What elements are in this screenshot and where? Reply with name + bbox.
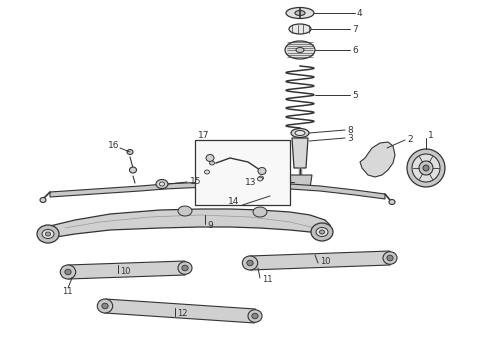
Ellipse shape [204, 170, 210, 174]
Text: 15: 15 [190, 176, 201, 185]
Ellipse shape [258, 167, 266, 175]
Polygon shape [68, 261, 185, 279]
Ellipse shape [412, 154, 440, 182]
Text: 11: 11 [62, 287, 73, 296]
Ellipse shape [253, 207, 267, 217]
Polygon shape [360, 142, 395, 177]
Bar [195, 140, 290, 205]
Ellipse shape [46, 232, 50, 236]
Text: 13: 13 [245, 177, 256, 186]
Text: 5: 5 [352, 90, 358, 99]
Text: 16: 16 [108, 140, 120, 149]
Ellipse shape [258, 177, 263, 181]
Text: 10: 10 [320, 256, 330, 266]
Text: 17: 17 [198, 131, 210, 140]
Polygon shape [40, 209, 330, 240]
Ellipse shape [291, 129, 309, 138]
Ellipse shape [98, 299, 113, 313]
Ellipse shape [60, 265, 75, 279]
Ellipse shape [160, 182, 165, 186]
Polygon shape [104, 299, 255, 323]
Text: 9: 9 [207, 220, 213, 230]
Ellipse shape [156, 180, 168, 189]
Ellipse shape [129, 167, 137, 173]
Ellipse shape [319, 230, 324, 234]
Ellipse shape [40, 198, 46, 202]
Ellipse shape [248, 310, 262, 322]
Ellipse shape [252, 313, 258, 319]
Ellipse shape [242, 256, 258, 270]
Ellipse shape [178, 262, 192, 274]
Ellipse shape [389, 199, 395, 204]
Polygon shape [288, 175, 312, 188]
Text: 14: 14 [228, 197, 240, 206]
Ellipse shape [127, 149, 133, 154]
Text: 11: 11 [262, 275, 272, 284]
Polygon shape [250, 251, 390, 270]
Polygon shape [50, 182, 385, 199]
Ellipse shape [285, 41, 315, 59]
Ellipse shape [286, 8, 314, 18]
Ellipse shape [419, 161, 433, 175]
Ellipse shape [259, 176, 264, 180]
Ellipse shape [210, 161, 215, 165]
Text: 10: 10 [120, 266, 130, 275]
Ellipse shape [311, 223, 333, 241]
Text: 3: 3 [347, 134, 353, 143]
Ellipse shape [295, 10, 305, 15]
Ellipse shape [296, 48, 304, 53]
Ellipse shape [178, 206, 192, 216]
Ellipse shape [247, 260, 253, 266]
Ellipse shape [102, 303, 108, 309]
Text: 6: 6 [352, 45, 358, 54]
Ellipse shape [289, 24, 311, 34]
Ellipse shape [387, 255, 393, 261]
Text: 4: 4 [357, 9, 363, 18]
Ellipse shape [407, 149, 445, 187]
Ellipse shape [42, 230, 54, 239]
Text: 2: 2 [407, 135, 413, 144]
Ellipse shape [37, 225, 59, 243]
Text: 8: 8 [347, 126, 353, 135]
Ellipse shape [182, 265, 188, 271]
Ellipse shape [316, 228, 328, 237]
Ellipse shape [295, 131, 305, 135]
Text: 12: 12 [177, 310, 188, 319]
Text: 7: 7 [352, 24, 358, 33]
Ellipse shape [65, 269, 71, 275]
Ellipse shape [423, 165, 429, 171]
Ellipse shape [206, 154, 214, 162]
Ellipse shape [383, 252, 397, 264]
Text: 1: 1 [428, 131, 434, 140]
Polygon shape [292, 138, 308, 168]
